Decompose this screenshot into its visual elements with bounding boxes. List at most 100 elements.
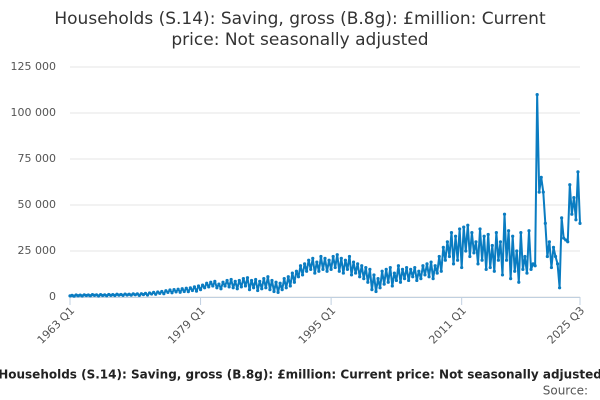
data-point	[256, 288, 260, 293]
y-tick-label: 25 000	[18, 244, 57, 257]
data-point	[168, 288, 172, 292]
data-point	[268, 288, 272, 292]
data-point	[184, 286, 188, 290]
data-point	[456, 258, 460, 262]
data-point	[331, 254, 335, 259]
data-point	[278, 281, 282, 285]
data-point	[286, 275, 290, 279]
data-point	[543, 221, 547, 225]
data-point	[160, 289, 164, 294]
data-point	[413, 265, 417, 270]
data-point	[439, 269, 443, 273]
data-point	[345, 267, 350, 271]
data-point	[541, 190, 545, 194]
data-point	[482, 234, 486, 238]
data-point	[570, 212, 574, 216]
data-point	[245, 276, 250, 280]
data-point	[223, 284, 227, 288]
data-point	[498, 240, 503, 244]
data-point	[309, 267, 313, 271]
data-point	[368, 267, 372, 271]
data-point	[474, 240, 478, 244]
data-point	[170, 291, 174, 295]
data-point	[535, 93, 539, 97]
data-point	[194, 289, 199, 293]
data-point	[351, 260, 356, 264]
data-point	[274, 280, 278, 284]
data-point	[500, 273, 505, 277]
data-point	[325, 269, 329, 273]
data-point	[476, 262, 480, 266]
data-point	[249, 278, 254, 283]
y-tick-label: 100 000	[11, 106, 57, 119]
data-point	[437, 254, 441, 259]
data-point	[307, 258, 311, 262]
data-point	[266, 275, 270, 279]
data-point	[198, 288, 203, 292]
data-point	[515, 249, 519, 253]
data-point	[358, 275, 362, 279]
data-point	[433, 264, 437, 268]
source: Source:	[543, 384, 588, 398]
data-point	[321, 267, 325, 271]
data-point	[419, 277, 423, 281]
data-point	[380, 269, 384, 273]
data-point	[205, 281, 209, 285]
data-point	[462, 225, 466, 229]
data-point	[329, 267, 333, 271]
data-point	[313, 271, 317, 275]
data-point	[311, 256, 315, 260]
data-point	[486, 232, 490, 237]
data-point	[555, 262, 560, 266]
data-point	[417, 269, 421, 273]
data-point	[158, 291, 162, 295]
data-point	[405, 265, 409, 270]
data-point	[154, 292, 158, 296]
data-point	[484, 267, 488, 271]
data-point	[252, 286, 256, 290]
data-point	[523, 254, 527, 259]
data-point	[390, 284, 394, 288]
data-point	[494, 231, 498, 235]
data-point	[172, 288, 176, 292]
data-point	[388, 265, 392, 270]
data-point	[502, 212, 507, 216]
data-point	[337, 269, 341, 273]
data-point	[382, 282, 386, 286]
data-point	[260, 287, 264, 291]
x-tick-label: 1995 Q1	[296, 304, 339, 347]
data-point	[431, 277, 435, 281]
x-tick-label: 1979 Q1	[165, 304, 208, 347]
data-point	[560, 216, 564, 220]
data-point	[343, 258, 347, 262]
data-point	[551, 245, 556, 249]
data-point	[425, 262, 429, 266]
data-point	[472, 251, 476, 255]
data-point	[292, 280, 296, 284]
data-point	[233, 279, 237, 283]
data-point	[227, 285, 231, 289]
data-point	[247, 288, 252, 292]
data-point	[490, 243, 494, 248]
data-point	[443, 258, 447, 262]
data-point	[186, 290, 190, 294]
data-point	[409, 267, 413, 271]
data-point	[529, 267, 533, 271]
data-point	[201, 283, 205, 287]
data-point	[366, 280, 370, 284]
data-point	[341, 271, 345, 275]
data-point	[407, 278, 411, 283]
data-point	[509, 277, 513, 281]
data-point	[504, 258, 509, 262]
data-point	[549, 265, 554, 270]
data-point	[572, 196, 576, 200]
data-point	[451, 262, 456, 266]
data-point	[356, 262, 360, 266]
data-point	[237, 278, 241, 283]
data-point	[180, 287, 184, 291]
data-point	[190, 288, 194, 293]
data-point	[400, 267, 405, 271]
data-point	[396, 264, 401, 268]
data-point	[527, 229, 531, 233]
data-point	[347, 254, 352, 259]
